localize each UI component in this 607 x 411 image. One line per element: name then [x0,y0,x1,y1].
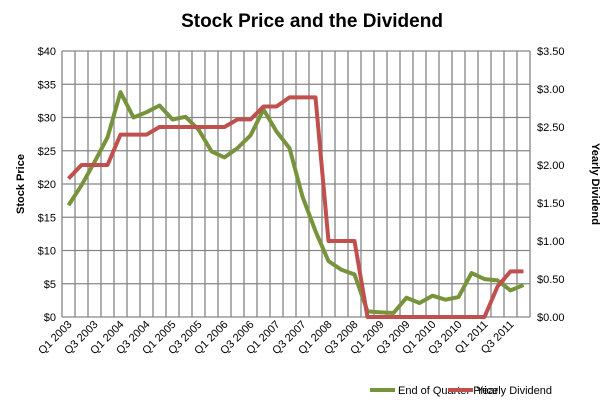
y-tick-label: $0 [44,312,56,324]
right-axis-ticks: $0.00 $0.50 $1.00 $1.50 $2.00 $2.50 $3.00 $3.50 [537,46,565,324]
y-tick-label: $15 [38,212,56,224]
chart-title: Stock Price and the Dividend [181,11,443,32]
y-tick-label: $20 [38,179,56,191]
y2-tick-label: $0.50 [537,274,565,286]
y2-tick-label: $3.00 [537,84,565,96]
y2-tick-label: $0.00 [537,312,565,324]
y-tick-label: $25 [38,146,56,158]
y2-axis-title: Yearly Dividend [589,143,601,225]
y2-tick-label: $3.50 [537,46,565,58]
y2-tick-label: $1.50 [537,198,565,210]
left-axis-ticks: $0 $5 $10 $15 $20 $25 $30 $35 $40 [38,46,56,324]
y-tick-label: $10 [38,246,56,258]
y-tick-label: $35 [38,79,56,91]
y2-tick-label: $1.00 [537,236,565,248]
y-tick-label: $30 [38,113,56,125]
y-tick-label: $5 [44,279,56,291]
gridlines [62,51,530,317]
y-axis-title: Stock Price [15,154,27,214]
legend: End of Quarter Price Yearly Dividend [370,385,552,397]
y2-tick-label: $2.50 [537,122,565,134]
legend-label-dividend: Yearly Dividend [476,385,552,397]
y-tick-label: $40 [38,46,56,58]
y2-tick-label: $2.00 [537,160,565,172]
